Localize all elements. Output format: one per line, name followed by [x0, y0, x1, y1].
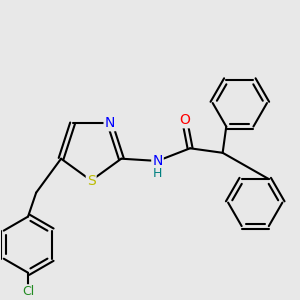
Text: O: O: [179, 113, 190, 127]
Text: N: N: [152, 154, 163, 168]
Text: N: N: [105, 116, 115, 130]
Text: H: H: [153, 167, 162, 180]
Text: Cl: Cl: [22, 285, 34, 298]
Text: S: S: [87, 174, 96, 188]
